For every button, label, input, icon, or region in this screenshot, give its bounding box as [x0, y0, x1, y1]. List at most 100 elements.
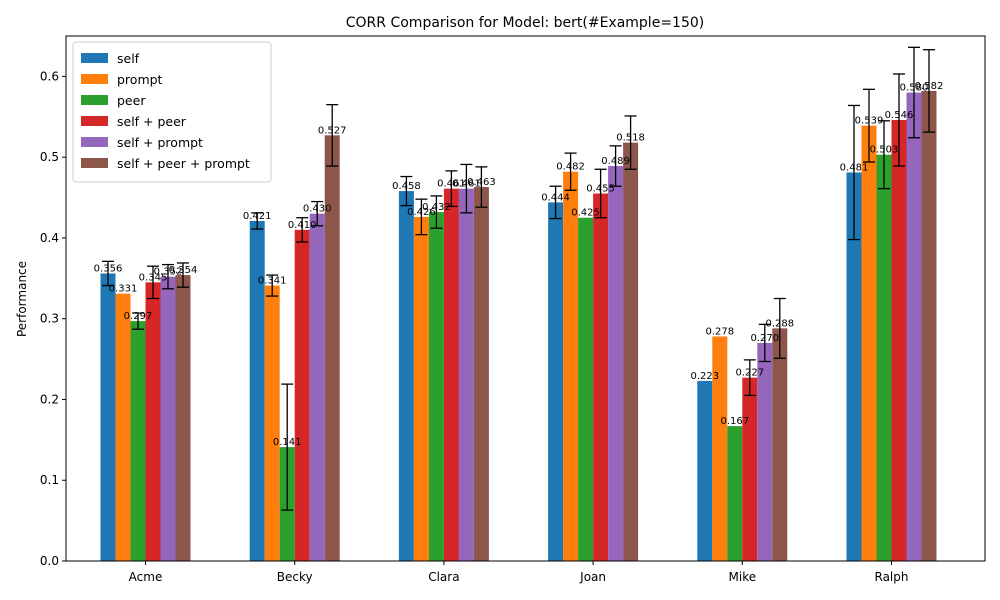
- legend-label: self + peer + prompt: [117, 156, 250, 171]
- data-label: 0.539: [855, 116, 884, 127]
- data-label: 0.481: [840, 163, 869, 174]
- data-label: 0.580: [900, 83, 929, 94]
- bar: [906, 92, 922, 562]
- data-label: 0.430: [303, 204, 332, 215]
- data-label: 0.489: [601, 156, 630, 167]
- x-tick-label: Mike: [729, 570, 757, 584]
- bar: [249, 220, 265, 561]
- data-label: 0.345: [139, 272, 168, 283]
- bar: [458, 188, 474, 561]
- bar: [772, 328, 788, 561]
- x-tick-label: Ralph: [875, 570, 909, 584]
- data-label: 0.455: [586, 184, 615, 195]
- bar: [891, 120, 907, 561]
- bar: [175, 275, 191, 561]
- data-label: 0.167: [720, 416, 749, 427]
- bar: [712, 336, 728, 561]
- data-label: 0.223: [690, 371, 719, 382]
- legend-swatch: [81, 137, 108, 147]
- bar: [309, 213, 325, 561]
- bar: [413, 216, 429, 561]
- bar: [115, 293, 131, 561]
- data-label: 0.463: [467, 177, 496, 188]
- x-tick-label: Joan: [579, 570, 606, 584]
- data-label: 0.461: [437, 179, 466, 190]
- legend-swatch: [81, 74, 108, 84]
- legend-label: self + prompt: [117, 135, 203, 150]
- y-tick-label: 0.0: [40, 554, 59, 568]
- data-label: 0.227: [735, 368, 764, 379]
- error-bars-layer: [102, 46, 935, 511]
- legend-swatch: [81, 158, 108, 168]
- bar: [264, 285, 280, 561]
- x-tick-label: Clara: [428, 570, 459, 584]
- bar: [443, 188, 459, 561]
- bar: [473, 187, 489, 562]
- data-label: 0.410: [288, 220, 317, 231]
- bar: [145, 282, 161, 561]
- legend-swatch: [81, 53, 108, 63]
- data-label: 0.288: [765, 318, 794, 329]
- chart-title: CORR Comparison for Model: bert(#Example…: [346, 15, 704, 31]
- data-label: 0.356: [94, 263, 123, 274]
- bars-layer: [100, 90, 937, 562]
- legend-box: [72, 41, 272, 183]
- legend-label: peer: [117, 93, 146, 108]
- data-label: 0.432: [422, 202, 451, 213]
- data-label: 0.425: [571, 208, 600, 219]
- y-tick-label: 0.1: [40, 473, 59, 487]
- data-label: 0.444: [541, 192, 570, 203]
- plot-frame: [65, 35, 986, 562]
- legend: self prompt peer self + peer self + prompt se…: [72, 41, 272, 183]
- bar: [846, 172, 862, 561]
- bar: [548, 202, 564, 561]
- legend-label: self + peer: [117, 114, 187, 129]
- data-label: 0.503: [870, 145, 899, 156]
- bar: [160, 276, 176, 561]
- y-axis-label: Performance: [15, 261, 29, 337]
- legend-label: prompt: [117, 72, 163, 87]
- bar: [757, 342, 773, 561]
- bar: [623, 142, 639, 561]
- bar: [100, 273, 116, 561]
- y-tick-label: 0.4: [40, 231, 59, 245]
- data-label: 0.331: [109, 284, 138, 295]
- legend-swatch: [81, 116, 108, 126]
- data-label: 0.297: [124, 311, 153, 322]
- y-tick-label: 0.3: [40, 312, 59, 326]
- bar: [593, 193, 609, 561]
- data-label: 0.458: [392, 181, 421, 192]
- bar: [294, 229, 310, 561]
- data-label: 0.141: [273, 437, 302, 448]
- data-label: 0.341: [258, 276, 287, 287]
- data-label: 0.582: [915, 81, 944, 92]
- data-label: 0.354: [169, 265, 198, 276]
- axes-layer: 0.0 0.1 0.2 0.3 0.4 0.5 0.6 Acme Becky Clara Joan M…: [40, 35, 986, 584]
- bar: [697, 380, 713, 561]
- y-tick-label: 0.6: [40, 69, 59, 83]
- legend-swatch: [81, 95, 108, 105]
- data-labels-layer: 0.356 0.421 0.458 0.444 0.223 0.481 0.331 0.341…: [94, 81, 944, 448]
- data-label: 0.482: [556, 162, 585, 173]
- legend-label: self: [117, 51, 140, 66]
- bar: [742, 377, 758, 561]
- data-label: 0.426: [407, 207, 436, 218]
- data-label: 0.461: [452, 179, 481, 190]
- data-label: 0.518: [616, 133, 645, 144]
- bar: [578, 217, 594, 561]
- data-label: 0.546: [885, 110, 914, 121]
- data-label: 0.352: [154, 267, 183, 278]
- bar: [428, 212, 444, 562]
- bar: [563, 171, 579, 561]
- bar: [876, 154, 892, 561]
- bar: [324, 135, 340, 561]
- x-tick-label: Becky: [277, 570, 313, 584]
- y-tick-label: 0.5: [40, 150, 59, 164]
- data-label: 0.270: [750, 333, 779, 344]
- data-label: 0.421: [243, 211, 272, 222]
- bar: [921, 90, 937, 561]
- bar: [398, 191, 414, 562]
- data-label: 0.278: [705, 326, 734, 337]
- bar: [861, 125, 877, 562]
